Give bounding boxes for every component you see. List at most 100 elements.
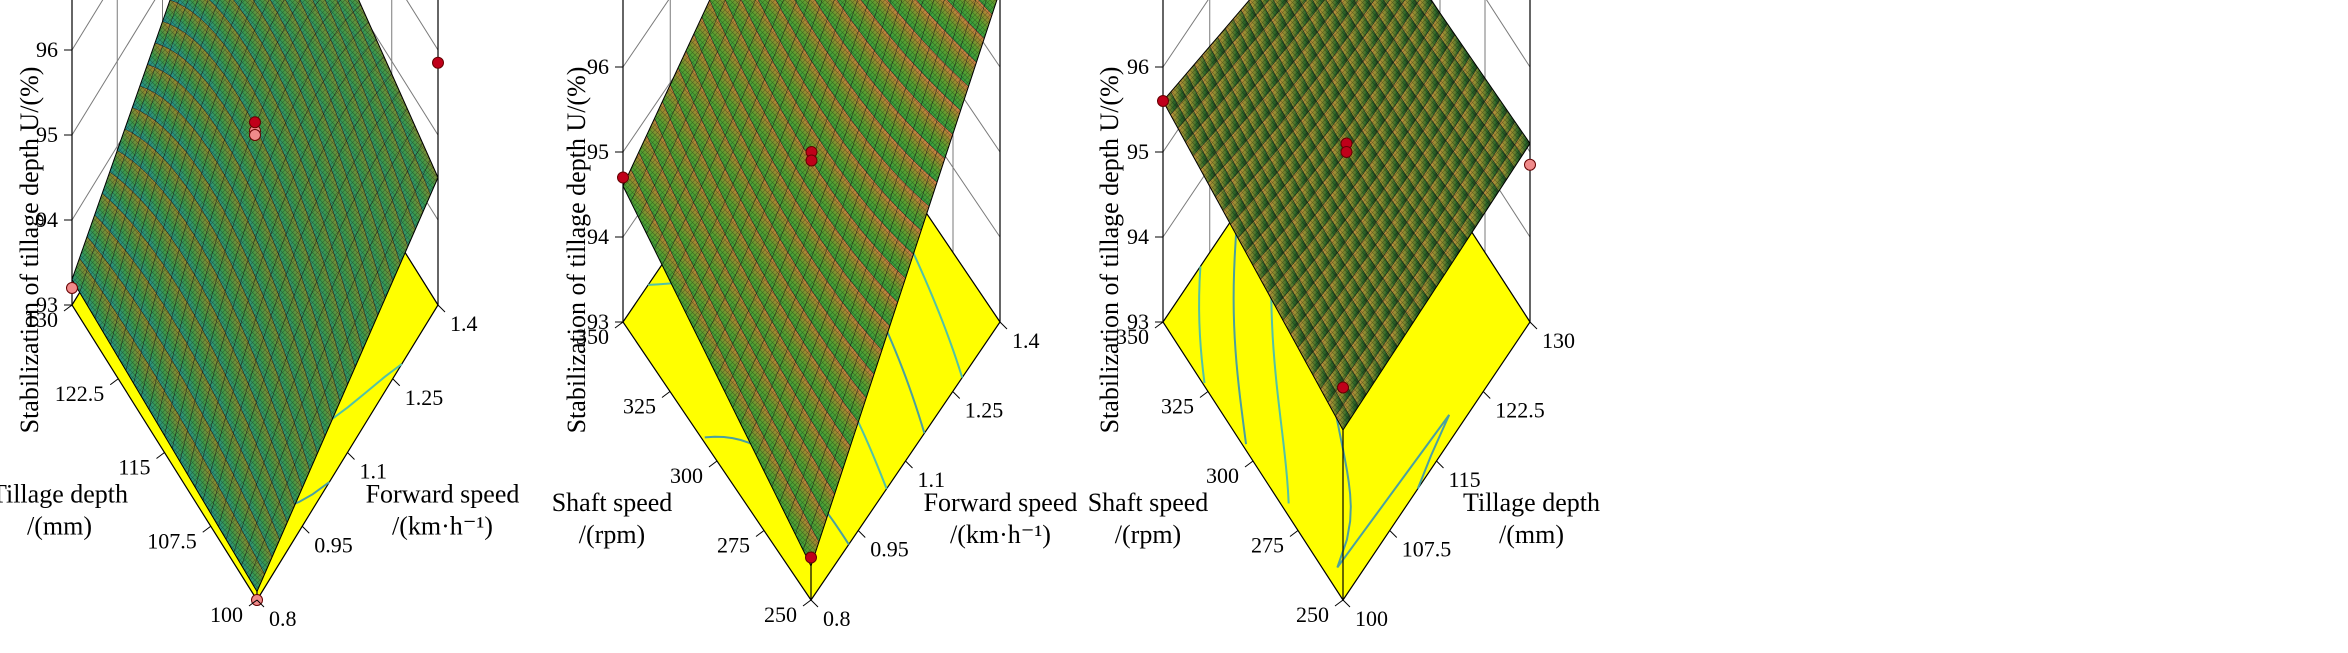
z-tick-label: 95 xyxy=(587,139,609,164)
z-tick-label: 94 xyxy=(587,224,609,249)
y-tick-label: 130 xyxy=(25,307,58,332)
z-tick-label: 96 xyxy=(587,54,609,79)
y-tick-label: 350 xyxy=(576,324,609,349)
x-tick xyxy=(1436,460,1444,469)
z-tick-label: 93 xyxy=(587,309,609,334)
y-tick xyxy=(755,530,765,537)
x-tick xyxy=(1342,599,1351,608)
z-axis-label: Stabilization of tillage depth U/(%) xyxy=(1095,67,1124,434)
z-tick-label: 94 xyxy=(1127,224,1149,249)
y-tick xyxy=(248,599,258,607)
x-tick-label: 1.4 xyxy=(1012,328,1040,353)
y-tick-label: 325 xyxy=(623,394,656,419)
surface-outline xyxy=(622,0,998,568)
x-tick xyxy=(999,321,1008,330)
floor-contour xyxy=(1198,266,1206,384)
design-point xyxy=(805,551,817,564)
x-tick-label: 0.95 xyxy=(870,537,909,562)
z-tick-label: 94 xyxy=(36,207,58,232)
z-tick-label: 95 xyxy=(36,122,58,147)
surface-outline xyxy=(1162,0,1531,431)
x-tick-label: 0.8 xyxy=(823,606,851,631)
y-tick-label: 250 xyxy=(764,602,797,627)
x-axis-unit: /(km·h⁻¹) xyxy=(950,520,1051,549)
x-axis-name: Tillage depth xyxy=(1463,488,1600,517)
y-axis-unit: /(rpm) xyxy=(1115,520,1181,549)
y-tick-label: 122.5 xyxy=(55,381,105,406)
wall-grid-z xyxy=(71,0,439,136)
x-tick-label: 1.1 xyxy=(360,459,388,484)
z-tick-label: 95 xyxy=(1127,139,1149,164)
design-point xyxy=(249,129,261,141)
y-tick-label: 325 xyxy=(1161,394,1194,419)
y-tick-label: 300 xyxy=(1206,463,1239,488)
design-point xyxy=(432,56,444,69)
y-tick xyxy=(614,321,624,329)
design-point xyxy=(1524,158,1536,171)
x-axis-name: Forward speed xyxy=(366,480,520,509)
x-tick xyxy=(437,304,446,313)
z-tick-label: 96 xyxy=(1127,54,1149,79)
x-tick xyxy=(1482,391,1491,399)
x-tick xyxy=(905,460,913,469)
y-tick xyxy=(1154,321,1164,329)
y-tick-label: 107.5 xyxy=(147,528,197,553)
floor-contour xyxy=(1232,210,1248,445)
x-tick xyxy=(256,599,265,608)
y-axis-name: Shaft speed xyxy=(552,488,673,517)
chart-panel-3: 9394959697Stabilization of tillage depth… xyxy=(1088,0,1600,631)
y-tick xyxy=(63,304,73,312)
x-tick-label: 115 xyxy=(1449,467,1481,492)
x-tick-label: 1.4 xyxy=(450,311,478,336)
x-tick-label: 0.8 xyxy=(269,606,297,631)
x-axis-name: Forward speed xyxy=(924,488,1078,517)
y-tick xyxy=(708,460,718,468)
y-axis-name: Shaft speed xyxy=(1088,488,1209,517)
y-tick xyxy=(202,525,212,533)
y-tick-label: 115 xyxy=(118,455,150,480)
z-axis-label: Stabilization of tillage depth U/(%) xyxy=(15,67,44,434)
x-tick xyxy=(392,378,401,387)
design-point xyxy=(1337,381,1349,394)
chart-panel-1: 9394959697Stabilization of tillage depth… xyxy=(0,0,519,631)
y-axis-unit: /(mm) xyxy=(27,512,92,541)
z-tick-label: 93 xyxy=(1127,309,1149,334)
y-tick-label: 300 xyxy=(670,463,703,488)
y-tick-label: 275 xyxy=(717,533,750,558)
y-tick xyxy=(1289,530,1299,537)
response-surface xyxy=(71,0,439,593)
design-point xyxy=(249,116,261,129)
x-tick-label: 122.5 xyxy=(1495,398,1545,423)
y-tick-label: 250 xyxy=(1296,602,1329,627)
x-tick-label: 0.95 xyxy=(314,532,353,557)
x-tick xyxy=(810,599,819,608)
y-tick-label: 100 xyxy=(210,602,243,627)
y-tick-label: 350 xyxy=(1116,324,1149,349)
x-tick xyxy=(347,452,355,460)
x-axis-unit: /(km·h⁻¹) xyxy=(392,512,493,541)
x-tick-label: 130 xyxy=(1542,328,1575,353)
z-tick-label: 96 xyxy=(36,37,58,62)
x-tick-label: 1.25 xyxy=(405,385,444,410)
x-tick xyxy=(952,391,961,399)
x-tick xyxy=(1389,530,1398,538)
y-tick xyxy=(156,452,165,459)
surface-outline xyxy=(71,0,439,593)
z-tick-label: 93 xyxy=(36,292,58,317)
x-tick-label: 1.1 xyxy=(918,467,946,492)
y-tick xyxy=(1244,460,1254,468)
design-point xyxy=(1340,146,1353,158)
x-tick xyxy=(1529,321,1538,330)
y-tick xyxy=(802,599,812,607)
x-axis-unit: /(mm) xyxy=(1499,520,1564,549)
y-tick xyxy=(1334,599,1344,607)
response-surface xyxy=(622,0,998,568)
y-tick xyxy=(1199,391,1209,398)
design-point xyxy=(617,171,629,184)
y-axis-name: Tillage depth xyxy=(0,480,128,509)
response-surface xyxy=(1162,0,1531,431)
x-tick-label: 100 xyxy=(1355,606,1388,631)
design-point xyxy=(805,154,818,167)
y-tick xyxy=(661,391,671,398)
